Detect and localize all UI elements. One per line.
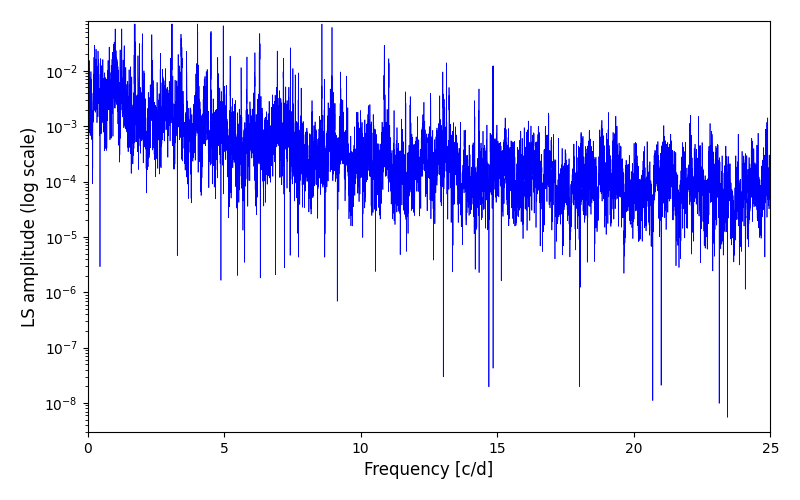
X-axis label: Frequency [c/d]: Frequency [c/d] xyxy=(364,461,494,479)
Y-axis label: LS amplitude (log scale): LS amplitude (log scale) xyxy=(21,126,39,326)
